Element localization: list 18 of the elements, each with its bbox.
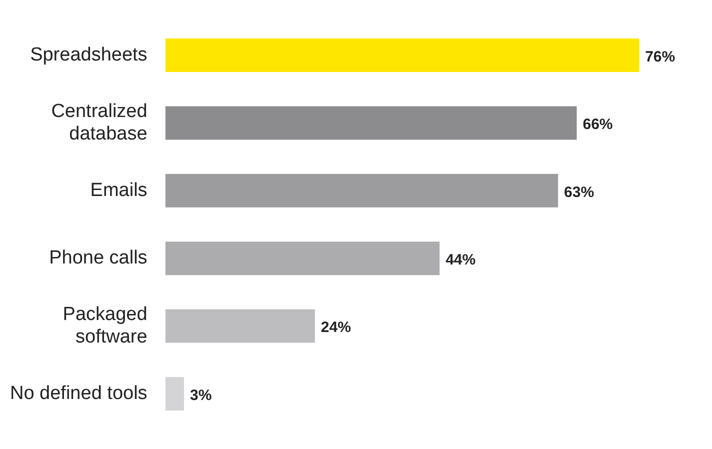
data-label: 44% [446, 251, 476, 268]
bar [165, 38, 640, 72]
y-tick-label: Centralized database [51, 100, 148, 145]
y-tick-label: Spreadsheets [30, 44, 148, 66]
data-label: 3% [190, 386, 212, 404]
y-tick-label: No defined tools [10, 382, 148, 404]
bar [165, 106, 577, 140]
data-label: 24% [320, 319, 351, 336]
bar [165, 376, 184, 411]
data-label: 66% [582, 116, 613, 134]
bar [165, 309, 315, 343]
bar [165, 242, 440, 276]
data-label: 76% [645, 48, 676, 66]
data-label: 63% [564, 184, 594, 201]
bar [165, 174, 558, 208]
y-tick-label: Phone calls [49, 248, 148, 269]
y-tick-label: Packaged software [62, 304, 148, 348]
y-tick-label: Emails [90, 180, 148, 201]
